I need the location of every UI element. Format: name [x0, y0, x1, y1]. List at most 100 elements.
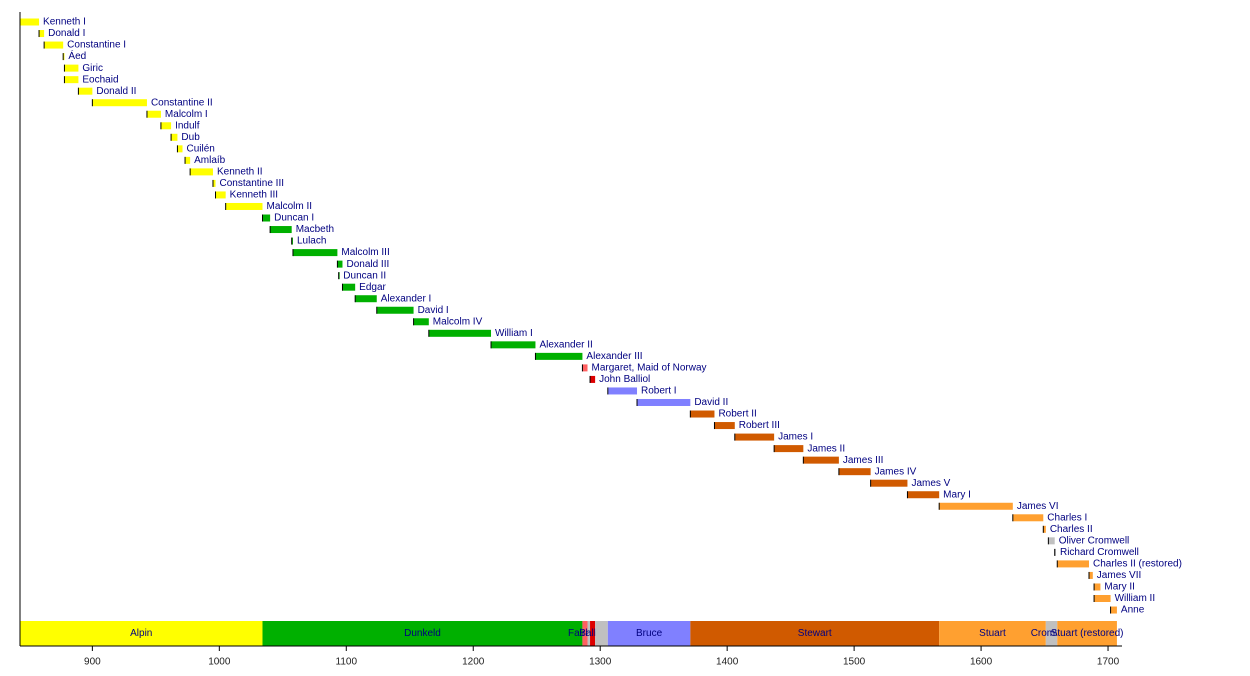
- monarch-label: Mary II: [1104, 582, 1135, 593]
- house-band: [1057, 621, 1117, 646]
- reign-bar: [190, 168, 213, 176]
- monarch-label: Margaret, Maid of Norway: [592, 363, 707, 374]
- reign-bar: [64, 64, 79, 72]
- house-label: Stewart: [798, 628, 832, 639]
- house-band: [20, 621, 263, 646]
- reign-bar: [1094, 583, 1101, 591]
- reign-bar: [1094, 595, 1111, 602]
- reign-bar: [734, 433, 775, 441]
- reign-bar: [44, 41, 64, 49]
- reign-bar: [212, 179, 216, 187]
- house-label: Dunkeld: [404, 628, 441, 639]
- monarch-label: Alexander III: [586, 351, 642, 362]
- reign-bar: [39, 30, 45, 38]
- monarch-label: Giric: [82, 63, 103, 74]
- x-tick-label: 1700: [1097, 657, 1120, 668]
- reign-bar: [491, 341, 536, 349]
- reign-bar: [1043, 525, 1046, 533]
- monarch-label: Malcolm I: [165, 109, 208, 120]
- reign-bar: [870, 479, 908, 487]
- house-band: [582, 621, 588, 646]
- reign-bar: [535, 352, 583, 360]
- reign-bar: [1012, 514, 1044, 522]
- monarch-label: Lulach: [297, 236, 326, 247]
- monarch-label: Kenneth I: [43, 17, 86, 28]
- monarch-label: Charles II: [1050, 524, 1093, 535]
- monarch-label: Cuilén: [187, 143, 215, 154]
- reign-bar: [355, 295, 377, 303]
- house-band: [607, 621, 691, 646]
- reign-bar: [907, 491, 940, 499]
- reign-bar: [1054, 548, 1056, 556]
- reign-bar: [262, 214, 271, 222]
- monarch-label: Constantine II: [151, 97, 213, 108]
- reign-bar: [177, 145, 183, 153]
- reign-bar: [690, 410, 715, 418]
- house-band: [939, 621, 1046, 646]
- reign-bar: [1088, 571, 1093, 579]
- monarch-label: James V: [911, 478, 950, 489]
- monarch-label: Malcolm II: [266, 201, 312, 212]
- monarch-label: Donald III: [346, 259, 389, 270]
- reign-bar: [1048, 537, 1055, 545]
- monarch-label: Oliver Cromwell: [1059, 535, 1130, 546]
- house-label: Alpin: [130, 628, 152, 639]
- x-tick-label: 1200: [462, 657, 485, 668]
- x-tick-label: 1400: [716, 657, 739, 668]
- monarch-label: Kenneth III: [230, 190, 278, 201]
- monarch-label: Áed: [68, 49, 86, 62]
- x-tick-label: 1500: [843, 657, 866, 668]
- reign-bar: [92, 99, 147, 107]
- monarch-label: Richard Cromwell: [1060, 547, 1139, 558]
- house-label: Stuart: [979, 628, 1006, 639]
- house-label: Fairhair: [568, 628, 603, 639]
- monarch-label: Edgar: [359, 282, 386, 293]
- monarch-label: Dub: [181, 132, 200, 143]
- monarch-label: Eochaid: [82, 74, 118, 85]
- monarch-label: Malcolm III: [341, 247, 389, 258]
- reign-bar: [64, 76, 79, 84]
- monarch-label: Charles II (restored): [1093, 559, 1182, 570]
- monarch-label: Charles I: [1047, 512, 1087, 523]
- monarch-label: William II: [1115, 593, 1156, 604]
- x-tick-label: 1300: [589, 657, 612, 668]
- monarch-label: Malcolm IV: [433, 316, 483, 327]
- reign-bar: [714, 422, 735, 430]
- house-label: Cromwell: [1031, 628, 1073, 639]
- house-band: [262, 621, 583, 646]
- monarch-label: William I: [495, 328, 533, 339]
- reign-bar: [1057, 560, 1089, 568]
- reign-bar: [342, 283, 356, 291]
- house-label: Balliol: [579, 628, 606, 639]
- monarch-label: Robert III: [739, 420, 780, 431]
- x-tick-label: 1100: [336, 657, 358, 668]
- house-band: [1045, 621, 1058, 646]
- reign-bar: [292, 249, 338, 257]
- monarch-label: Amlaíb: [194, 155, 226, 166]
- monarch-label: James VI: [1017, 501, 1059, 512]
- monarch-label: James VII: [1097, 570, 1141, 581]
- monarch-label: Constantine III: [220, 178, 284, 189]
- reign-bar: [225, 202, 263, 210]
- monarch-label: James IV: [875, 466, 917, 477]
- monarch-label: Constantine I: [67, 40, 126, 51]
- reign-bar: [607, 387, 638, 395]
- reign-bar: [171, 133, 178, 141]
- monarch-label: John Balliol: [599, 374, 650, 385]
- monarch-label: Donald I: [48, 28, 85, 39]
- reign-bar: [838, 468, 871, 476]
- monarch-label: Macbeth: [296, 224, 334, 235]
- reign-bar: [215, 191, 226, 199]
- reign-bar: [270, 226, 292, 234]
- monarch-label: Alexander I: [381, 293, 432, 304]
- monarch-label: James I: [778, 432, 813, 443]
- reign-bar: [160, 122, 172, 130]
- monarch-label: Duncan II: [343, 270, 386, 281]
- x-tick-label: 900: [84, 657, 101, 668]
- reign-bar: [1110, 606, 1117, 614]
- reign-bar: [20, 18, 40, 26]
- house-label: Bruce: [636, 628, 663, 639]
- reign-bar: [413, 318, 429, 326]
- reign-bar: [590, 375, 596, 383]
